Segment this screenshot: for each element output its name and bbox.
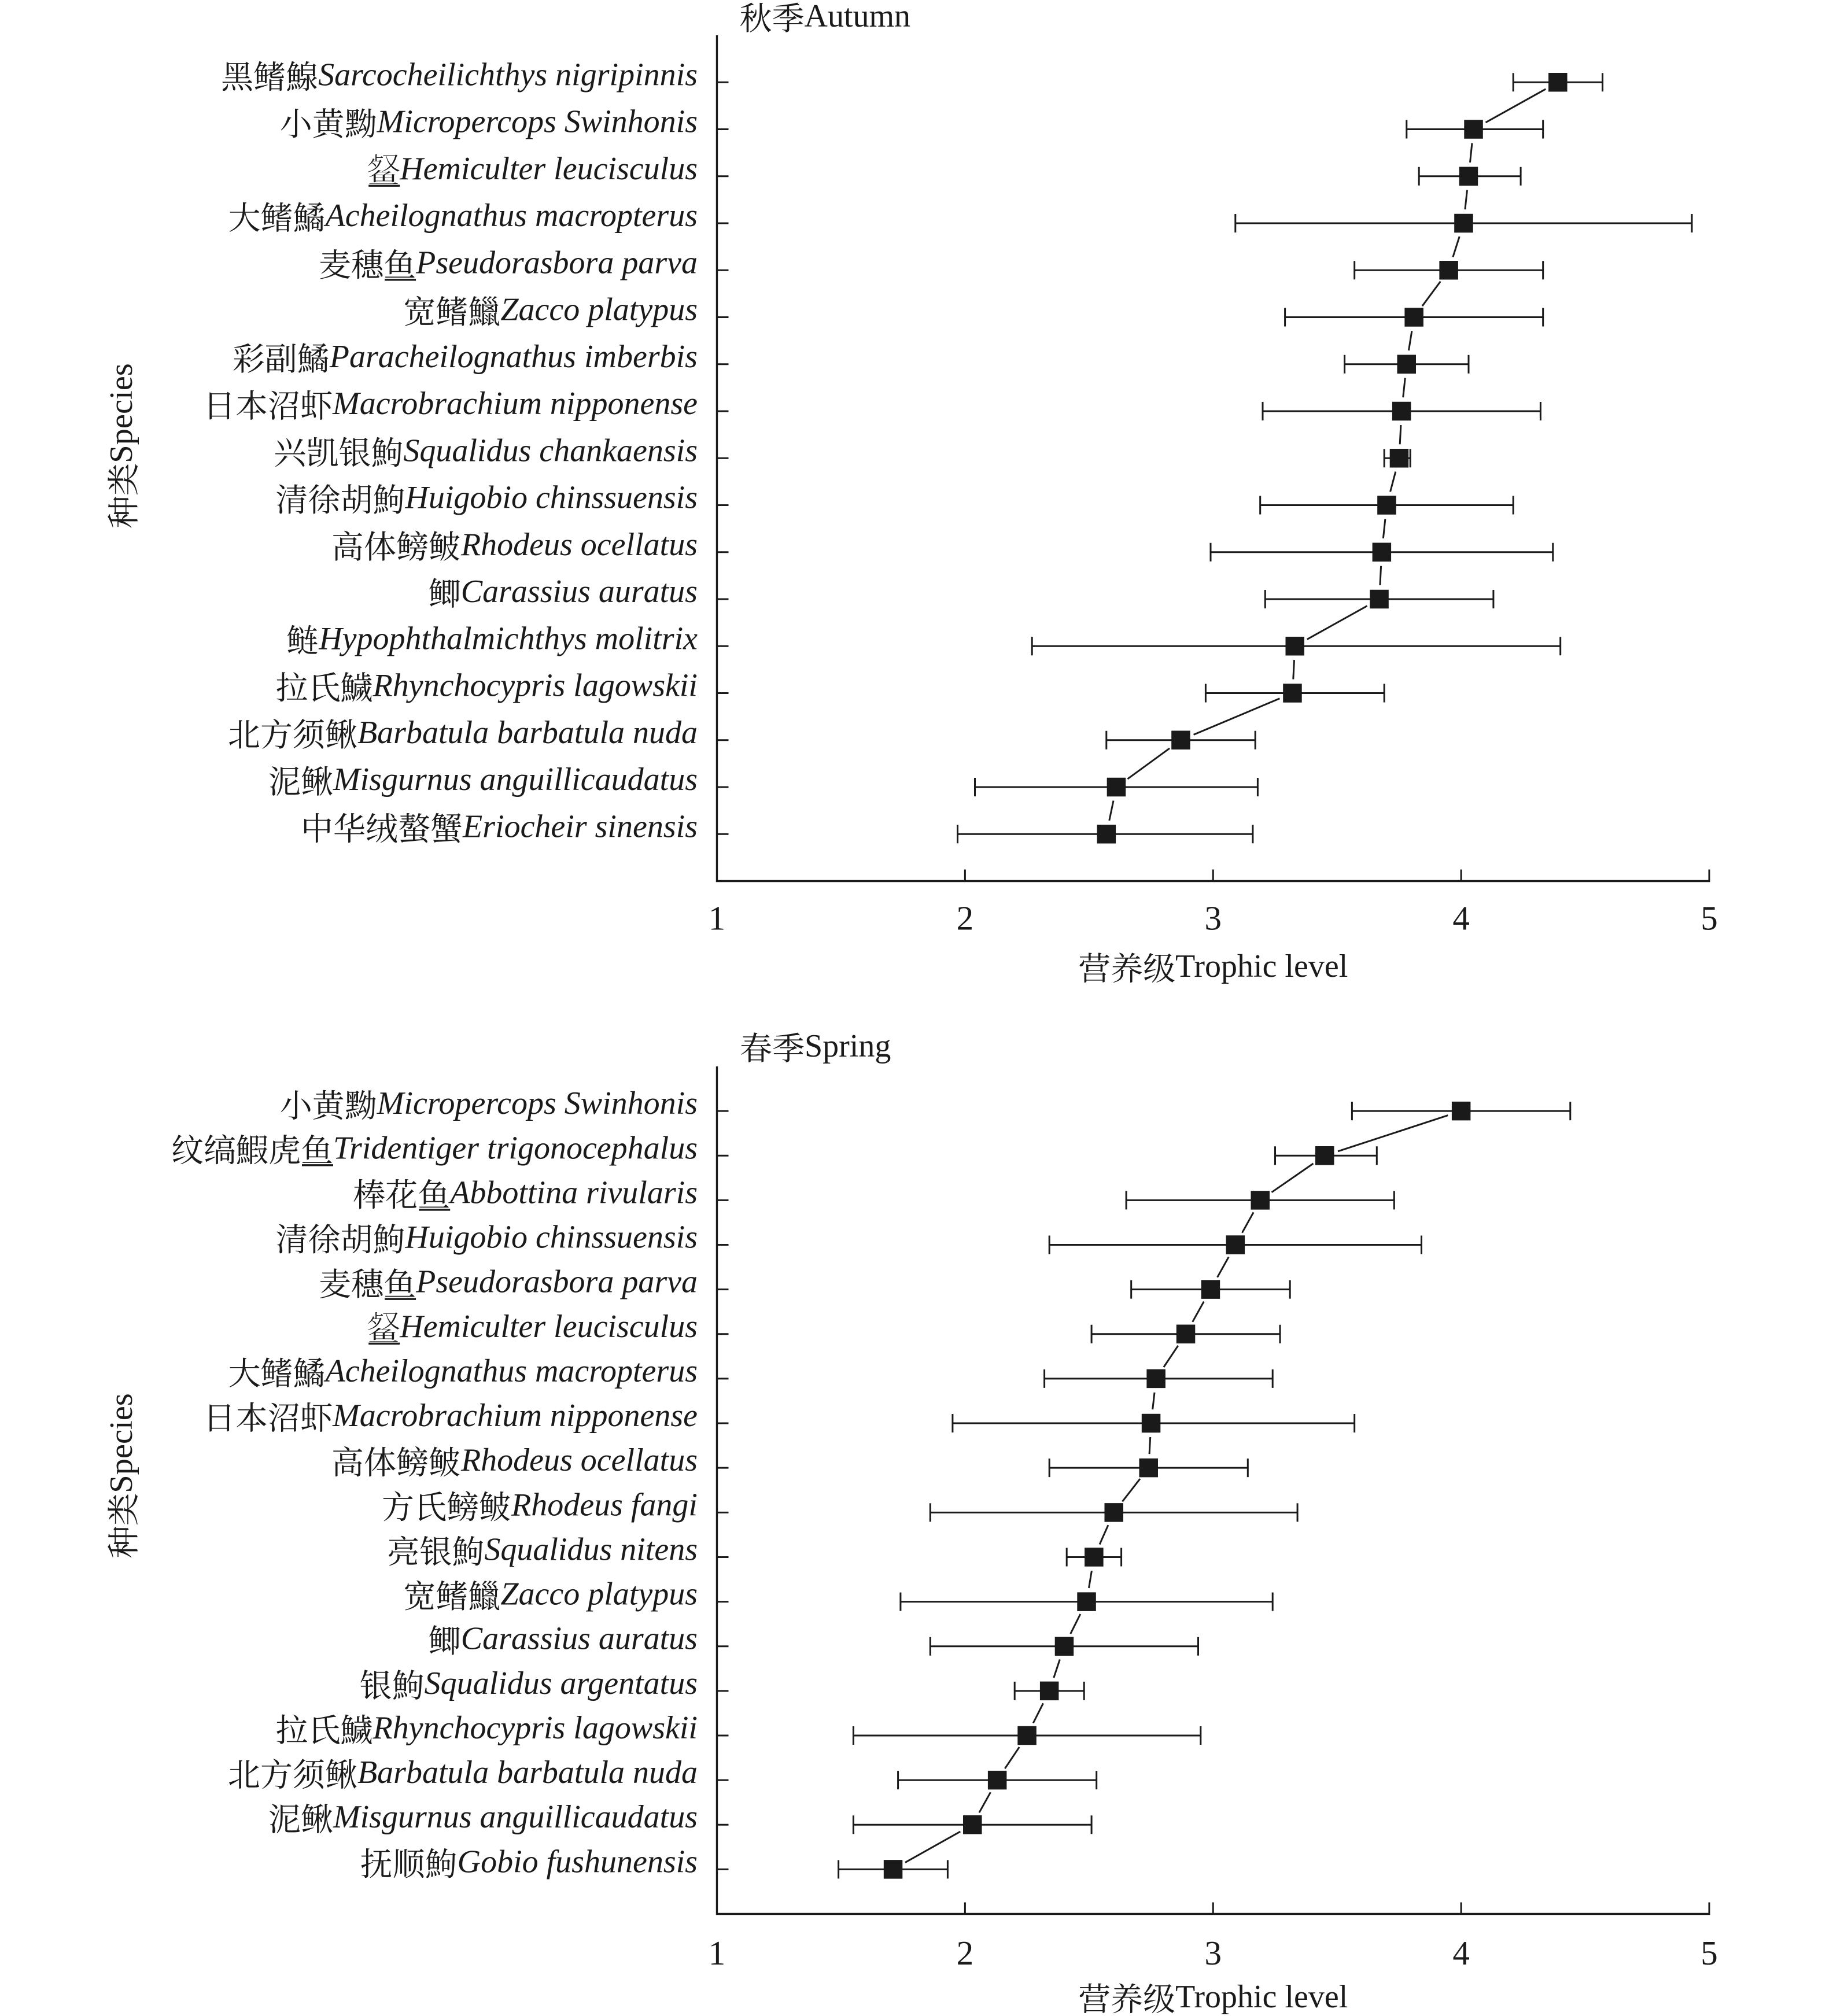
svg-text:Trophic level: Trophic level <box>1175 1979 1348 2015</box>
svg-text:Autumn: Autumn <box>805 0 911 34</box>
svg-text:Carassius auratus: Carassius auratus <box>461 574 698 610</box>
svg-text:Pseudorasbora parva: Pseudorasbora parva <box>415 245 698 280</box>
svg-text:Squalidus chankaensis: Squalidus chankaensis <box>403 433 698 468</box>
svg-text:Huigobio chinssuensis: Huigobio chinssuensis <box>404 1220 698 1256</box>
svg-text:1: 1 <box>709 1934 726 1972</box>
svg-text:2: 2 <box>957 899 974 937</box>
svg-text:Macrobrachium nipponense: Macrobrachium nipponense <box>332 1398 698 1434</box>
svg-text:Spring: Spring <box>805 1028 891 1064</box>
svg-text:5: 5 <box>1701 1934 1718 1972</box>
svg-text:Barbatula barbatula nuda: Barbatula barbatula nuda <box>357 1755 698 1790</box>
svg-text:Hemiculter leucisculus: Hemiculter leucisculus <box>399 151 698 187</box>
svg-text:Squalidus nitens: Squalidus nitens <box>484 1531 698 1567</box>
svg-text:Rhynchocypris lagowskii: Rhynchocypris lagowskii <box>372 668 698 704</box>
svg-text:Rhynchocypris lagowskii: Rhynchocypris lagowskii <box>372 1710 698 1746</box>
svg-text:Acheilognathus macropterus: Acheilognathus macropterus <box>323 198 698 234</box>
svg-text:5: 5 <box>1701 899 1718 937</box>
svg-text:Rhodeus ocellatus: Rhodeus ocellatus <box>460 527 698 563</box>
svg-text:4: 4 <box>1452 1934 1470 1972</box>
svg-text:Barbatula barbatula nuda: Barbatula barbatula nuda <box>357 715 698 751</box>
svg-text:Misgurnus anguillicaudatus: Misgurnus anguillicaudatus <box>333 762 698 797</box>
svg-text:Sarcocheilichthys nigripinnis: Sarcocheilichthys nigripinnis <box>318 57 698 93</box>
svg-text:Species: Species <box>104 1393 139 1493</box>
svg-text:Hemiculter leucisculus: Hemiculter leucisculus <box>399 1309 698 1345</box>
svg-text:Micropercops Swinhonis: Micropercops Swinhonis <box>377 1085 698 1121</box>
svg-text:Squalidus argentatus: Squalidus argentatus <box>425 1666 698 1701</box>
svg-text:Species: Species <box>104 363 139 463</box>
svg-text:Zacco platypus: Zacco platypus <box>500 1576 698 1612</box>
svg-text:Huigobio chinssuensis: Huigobio chinssuensis <box>404 480 698 516</box>
svg-text:2: 2 <box>957 1934 974 1972</box>
svg-text:Gobio fushunensis: Gobio fushunensis <box>458 1844 698 1880</box>
svg-text:Carassius auratus: Carassius auratus <box>461 1621 698 1657</box>
svg-text:Rhodeus fangi: Rhodeus fangi <box>511 1487 698 1523</box>
svg-text:Pseudorasbora parva: Pseudorasbora parva <box>415 1264 698 1300</box>
svg-text:Eriocheir sinensis: Eriocheir sinensis <box>462 808 698 844</box>
svg-text:Trophic level: Trophic level <box>1175 948 1348 984</box>
svg-text:4: 4 <box>1452 899 1470 937</box>
svg-text:3: 3 <box>1204 1934 1222 1972</box>
svg-text:Tridentiger trigonocephalus: Tridentiger trigonocephalus <box>333 1130 698 1166</box>
svg-text:Hypophthalmichthys molitrix: Hypophthalmichthys molitrix <box>318 621 698 656</box>
svg-text:Micropercops Swinhonis: Micropercops Swinhonis <box>377 104 698 140</box>
svg-text:Macrobrachium nipponense: Macrobrachium nipponense <box>332 386 698 422</box>
svg-text:Abbottina rivularis: Abbottina rivularis <box>448 1175 698 1210</box>
svg-text:Zacco platypus: Zacco platypus <box>500 292 698 328</box>
svg-text:Acheilognathus macropterus: Acheilognathus macropterus <box>323 1353 698 1389</box>
svg-text:1: 1 <box>709 899 726 937</box>
svg-text:Misgurnus anguillicaudatus: Misgurnus anguillicaudatus <box>333 1799 698 1835</box>
svg-text:Rhodeus ocellatus: Rhodeus ocellatus <box>460 1442 698 1478</box>
svg-text:Paracheilognathus imberbis: Paracheilognathus imberbis <box>329 339 698 375</box>
svg-text:3: 3 <box>1204 899 1222 937</box>
